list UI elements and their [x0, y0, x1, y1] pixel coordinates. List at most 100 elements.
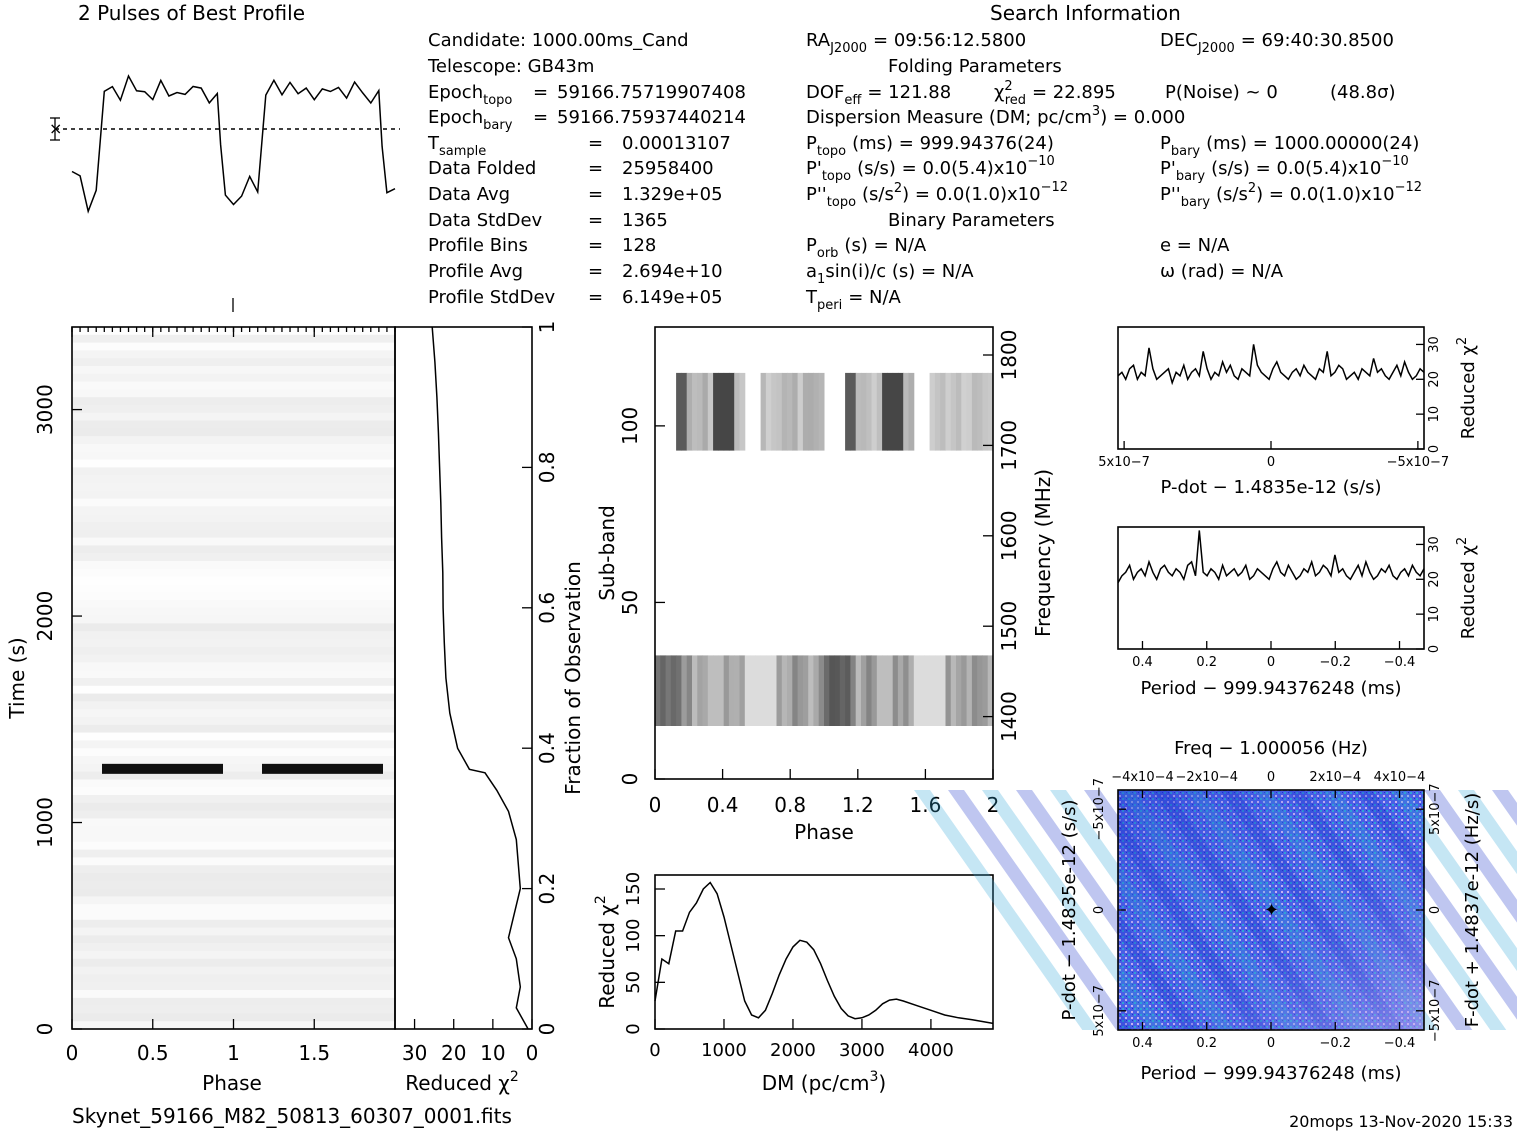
subband-cell — [871, 372, 878, 451]
fraction-tick-label: 0 — [535, 1023, 559, 1036]
profile-stddev-eq: = — [588, 287, 603, 308]
subband-cell — [808, 372, 814, 451]
subband-cell — [908, 655, 915, 726]
ppdot-top-tick-label: 0 — [1267, 770, 1275, 785]
subband-cell — [850, 372, 857, 451]
chi-x-tick-label: −5x10−7 — [1387, 455, 1450, 470]
y-tick-label: 0 — [33, 1023, 57, 1036]
subband-y-tick-label: 0 — [618, 773, 642, 786]
time-phase-row — [72, 982, 395, 991]
profile-avg-value: 2.694e+10 — [622, 261, 723, 282]
subband-cell — [760, 655, 767, 726]
subband-cell — [702, 372, 709, 451]
time-phase-row — [72, 342, 395, 351]
time-phase-row — [72, 888, 395, 897]
x-tick-label: 1 — [227, 1041, 240, 1065]
subband-y-tick-label: 100 — [618, 407, 642, 445]
time-phase-row — [72, 483, 395, 492]
freq-title: Freq − 1.000056 (Hz) — [1174, 738, 1368, 759]
subband-cell — [808, 655, 814, 726]
ra-text: RAJ2000 = 09:56:12.5800 — [806, 30, 1026, 56]
pdot-ticks: 0 10 20 30 5x10−7 0 −5x10−7 — [1098, 336, 1449, 470]
time-phase-row — [72, 568, 395, 578]
ppdot-y2-tick-label: −5x10−7 — [1428, 980, 1443, 1043]
subband-cell — [755, 655, 762, 726]
subband-cell — [977, 655, 983, 726]
time-phase-row — [72, 670, 395, 679]
subband-cell — [897, 655, 904, 726]
y-tick-label: 1000 — [33, 797, 57, 848]
time-phase-row — [72, 724, 395, 734]
tperi-text: Tperi = N/A — [805, 287, 902, 313]
subband-cell — [681, 372, 688, 451]
subband-cell — [950, 372, 957, 451]
subband-cell — [744, 655, 751, 726]
time-phase-row — [72, 662, 395, 671]
time-phase-row — [72, 600, 395, 609]
ppdot-stripe — [1492, 790, 1517, 826]
subband-cell — [966, 372, 973, 451]
subband-ticks: 0 0.4 0.8 1.2 1.6 2 0 50 100 1400 1500 1600 1700 1800 — [618, 330, 1021, 817]
chi-y-tick-label: 20 — [1427, 371, 1442, 388]
time-phase-row — [72, 537, 395, 546]
subband-x-tick-label: 1.2 — [842, 793, 874, 817]
time-phase-row — [72, 607, 395, 617]
subband-cell — [728, 655, 735, 726]
data-avg-value: 1.329e+05 — [622, 184, 723, 205]
epoch-bary-eq: = — [533, 107, 548, 128]
time-phase-row — [72, 873, 395, 882]
subband-cell — [686, 655, 693, 726]
subband-cell — [866, 372, 873, 451]
pdot-xlabel: P-dot − 1.4835e-12 (s/s) — [1160, 477, 1381, 498]
profile-avg-eq: = — [588, 261, 603, 282]
subband-cell — [876, 372, 883, 451]
time-phase-row — [72, 763, 395, 773]
y-tick-label: 3000 — [33, 384, 57, 435]
subband-cell — [834, 655, 841, 726]
subband-cell — [797, 372, 804, 451]
subband-cell — [713, 655, 719, 726]
time-phase-row — [72, 740, 395, 749]
subband-cell — [839, 655, 846, 726]
time-phase-row — [72, 997, 395, 1007]
time-phase-row — [72, 802, 395, 812]
subband-cell — [818, 655, 825, 726]
chi-x-tick-label: 5x10−7 — [1098, 455, 1150, 470]
pnoise-text: P(Noise) ~ 0 — [1165, 82, 1278, 103]
time-phase-row — [72, 561, 395, 570]
subband-cell — [929, 372, 936, 451]
chi-x-tick-label: 0 — [1267, 655, 1275, 670]
dm-y-tick-label: 50 — [623, 971, 644, 994]
subband-cell — [818, 372, 825, 451]
profile-avg-label: Profile Avg — [428, 261, 523, 282]
chi-y-tick-label: 30 — [1427, 536, 1442, 553]
subband-cell — [956, 372, 962, 451]
time-phase-row — [72, 490, 395, 500]
candidate-info: Candidate: 1000.00ms_Cand Telescope: GB4… — [427, 30, 746, 308]
subband-x-tick-label: 0 — [649, 793, 662, 817]
subband-cell — [718, 372, 725, 451]
frequency-tick-label: 1600 — [997, 510, 1021, 561]
ppdot-x-tick-label: −0.2 — [1319, 1036, 1351, 1051]
subband-cell — [940, 655, 946, 726]
chi-x-tick-label: 0.4 — [1132, 655, 1153, 670]
pdtopo-text: P'topo (s/s) = 0.0(5.4)x10−10 — [806, 154, 1055, 184]
period-line — [1117, 530, 1425, 584]
subband-cell — [686, 372, 693, 451]
time-phase-row — [72, 553, 395, 562]
subband-cell — [655, 655, 661, 726]
subband-cell — [924, 655, 931, 726]
chi-y-tick-label: 30 — [1427, 336, 1442, 353]
time-phase-row — [72, 732, 395, 741]
dm-ticks: 0 1000 2000 3000 4000 0 50 100 150 — [623, 872, 954, 1061]
pulse-band-2 — [262, 763, 383, 774]
time-phase-row — [72, 717, 395, 726]
dm-x-tick-label: 3000 — [839, 1040, 885, 1061]
subband-cell — [892, 372, 899, 451]
dec-text: DECJ2000 = 69:40:30.8500 — [1160, 30, 1394, 56]
subband-cell — [697, 655, 704, 726]
subband-cell — [934, 655, 941, 726]
period-xlabel: Period − 999.94376248 (ms) — [1140, 678, 1401, 699]
asini-text: a1sin(i)/c (s) = N/A — [806, 261, 974, 287]
fraction-tick-label: 0.2 — [535, 873, 559, 905]
